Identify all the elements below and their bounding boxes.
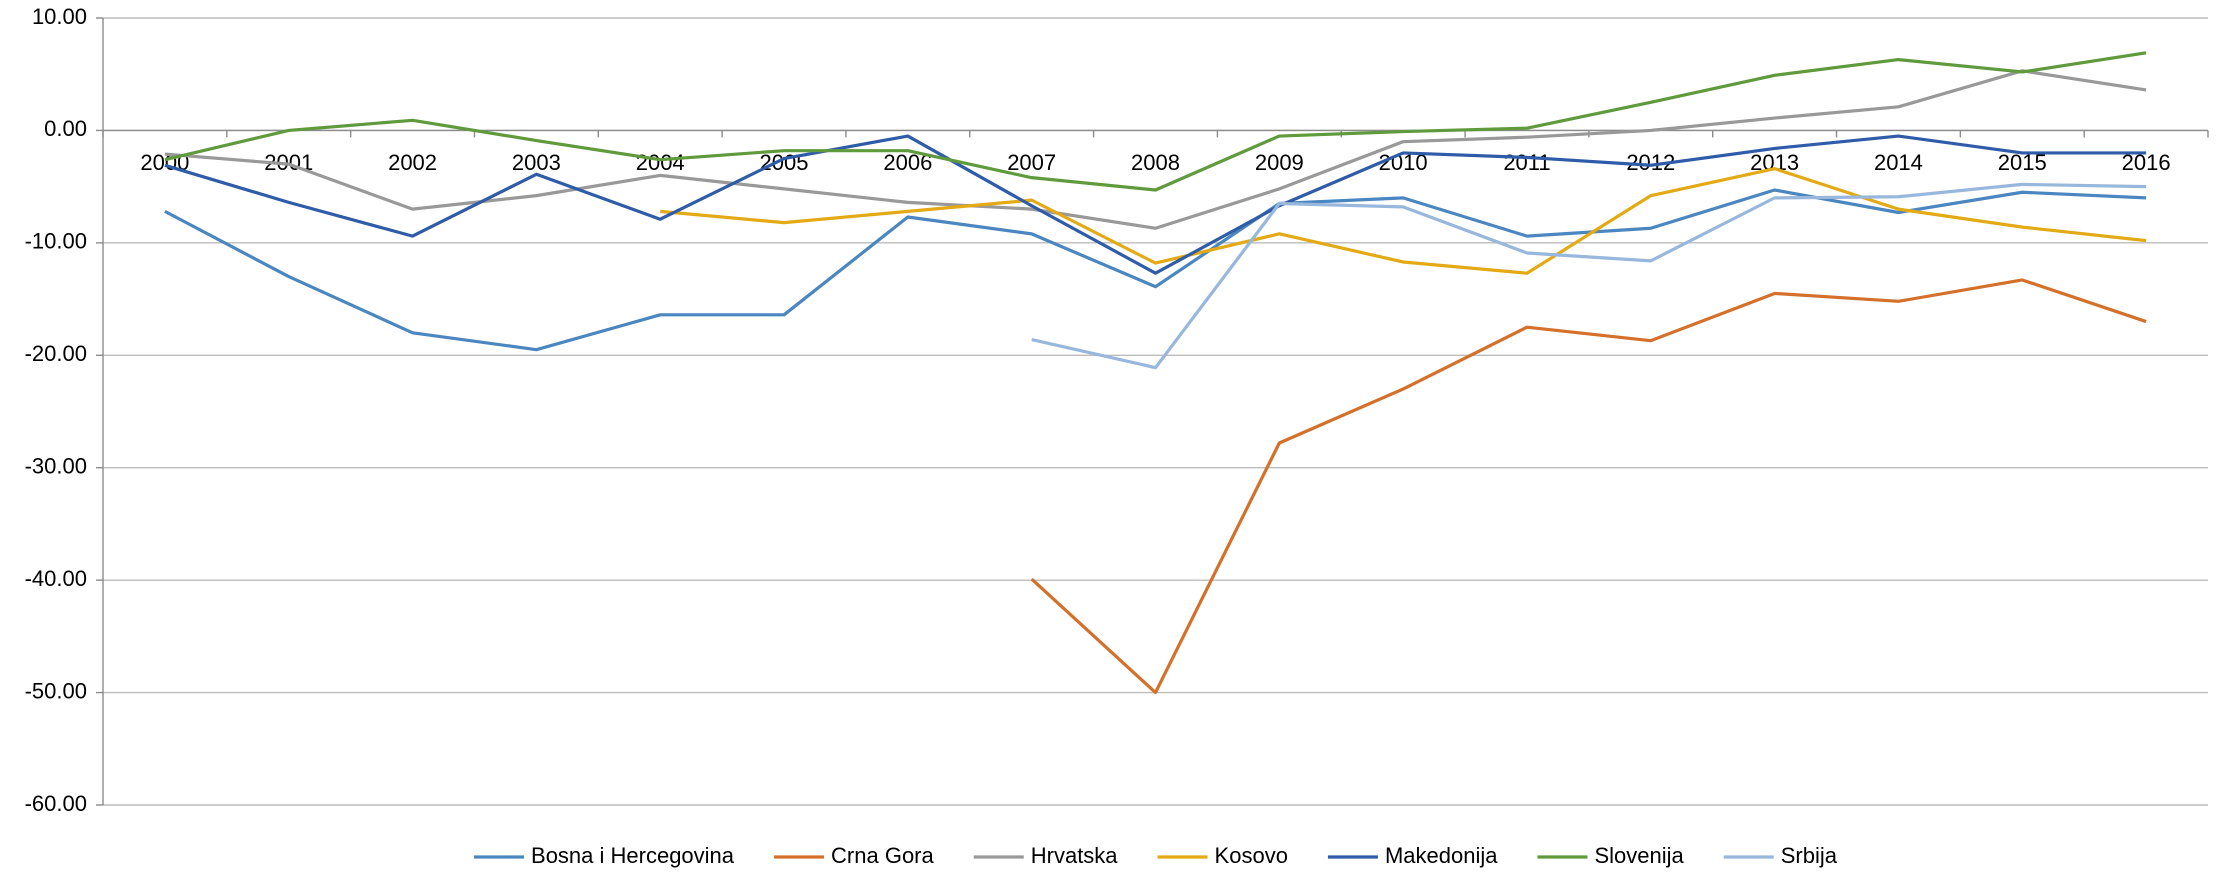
x-tick-label: 2007 — [1007, 150, 1056, 175]
x-tick-label: 2014 — [1874, 150, 1923, 175]
legend-label: Kosovo — [1215, 843, 1288, 868]
legend-label: Makedonija — [1385, 843, 1498, 868]
x-tick-label: 2008 — [1131, 150, 1180, 175]
series-line — [660, 167, 2147, 275]
y-tick-label: -40.00 — [25, 566, 87, 591]
x-tick-label: 2011 — [1503, 150, 1550, 175]
series-line — [164, 188, 2147, 352]
legend-label: Crna Gora — [831, 843, 934, 868]
series-line — [164, 51, 2147, 192]
y-tick-label: -30.00 — [25, 454, 87, 479]
series-line — [164, 134, 2147, 275]
x-tick-label: 2004 — [636, 150, 685, 175]
y-tick-label: 0.00 — [44, 116, 87, 141]
y-tick-label: -20.00 — [25, 341, 87, 366]
x-tick-label: 2009 — [1255, 150, 1304, 175]
series-line — [164, 69, 2147, 230]
legend-label: Slovenija — [1594, 843, 1684, 868]
legend-label: Srbija — [1781, 843, 1838, 868]
legend: Bosna i Hercegovina Crna Gora Hrvatska Koso… — [474, 843, 1838, 868]
y-tick-label: -10.00 — [25, 229, 87, 254]
series-line — [1031, 182, 2147, 370]
x-tick-label: 2002 — [388, 150, 437, 175]
y-tick-label: -60.00 — [25, 791, 87, 816]
y-tick-label: 10.00 — [32, 4, 87, 29]
legend-label: Bosna i Hercegovina — [531, 843, 735, 868]
series-line — [1030, 278, 2147, 695]
legend-label: Hrvatska — [1031, 843, 1119, 868]
x-tick-label: 2003 — [512, 150, 561, 175]
y-tick-label: -50.00 — [25, 678, 87, 703]
